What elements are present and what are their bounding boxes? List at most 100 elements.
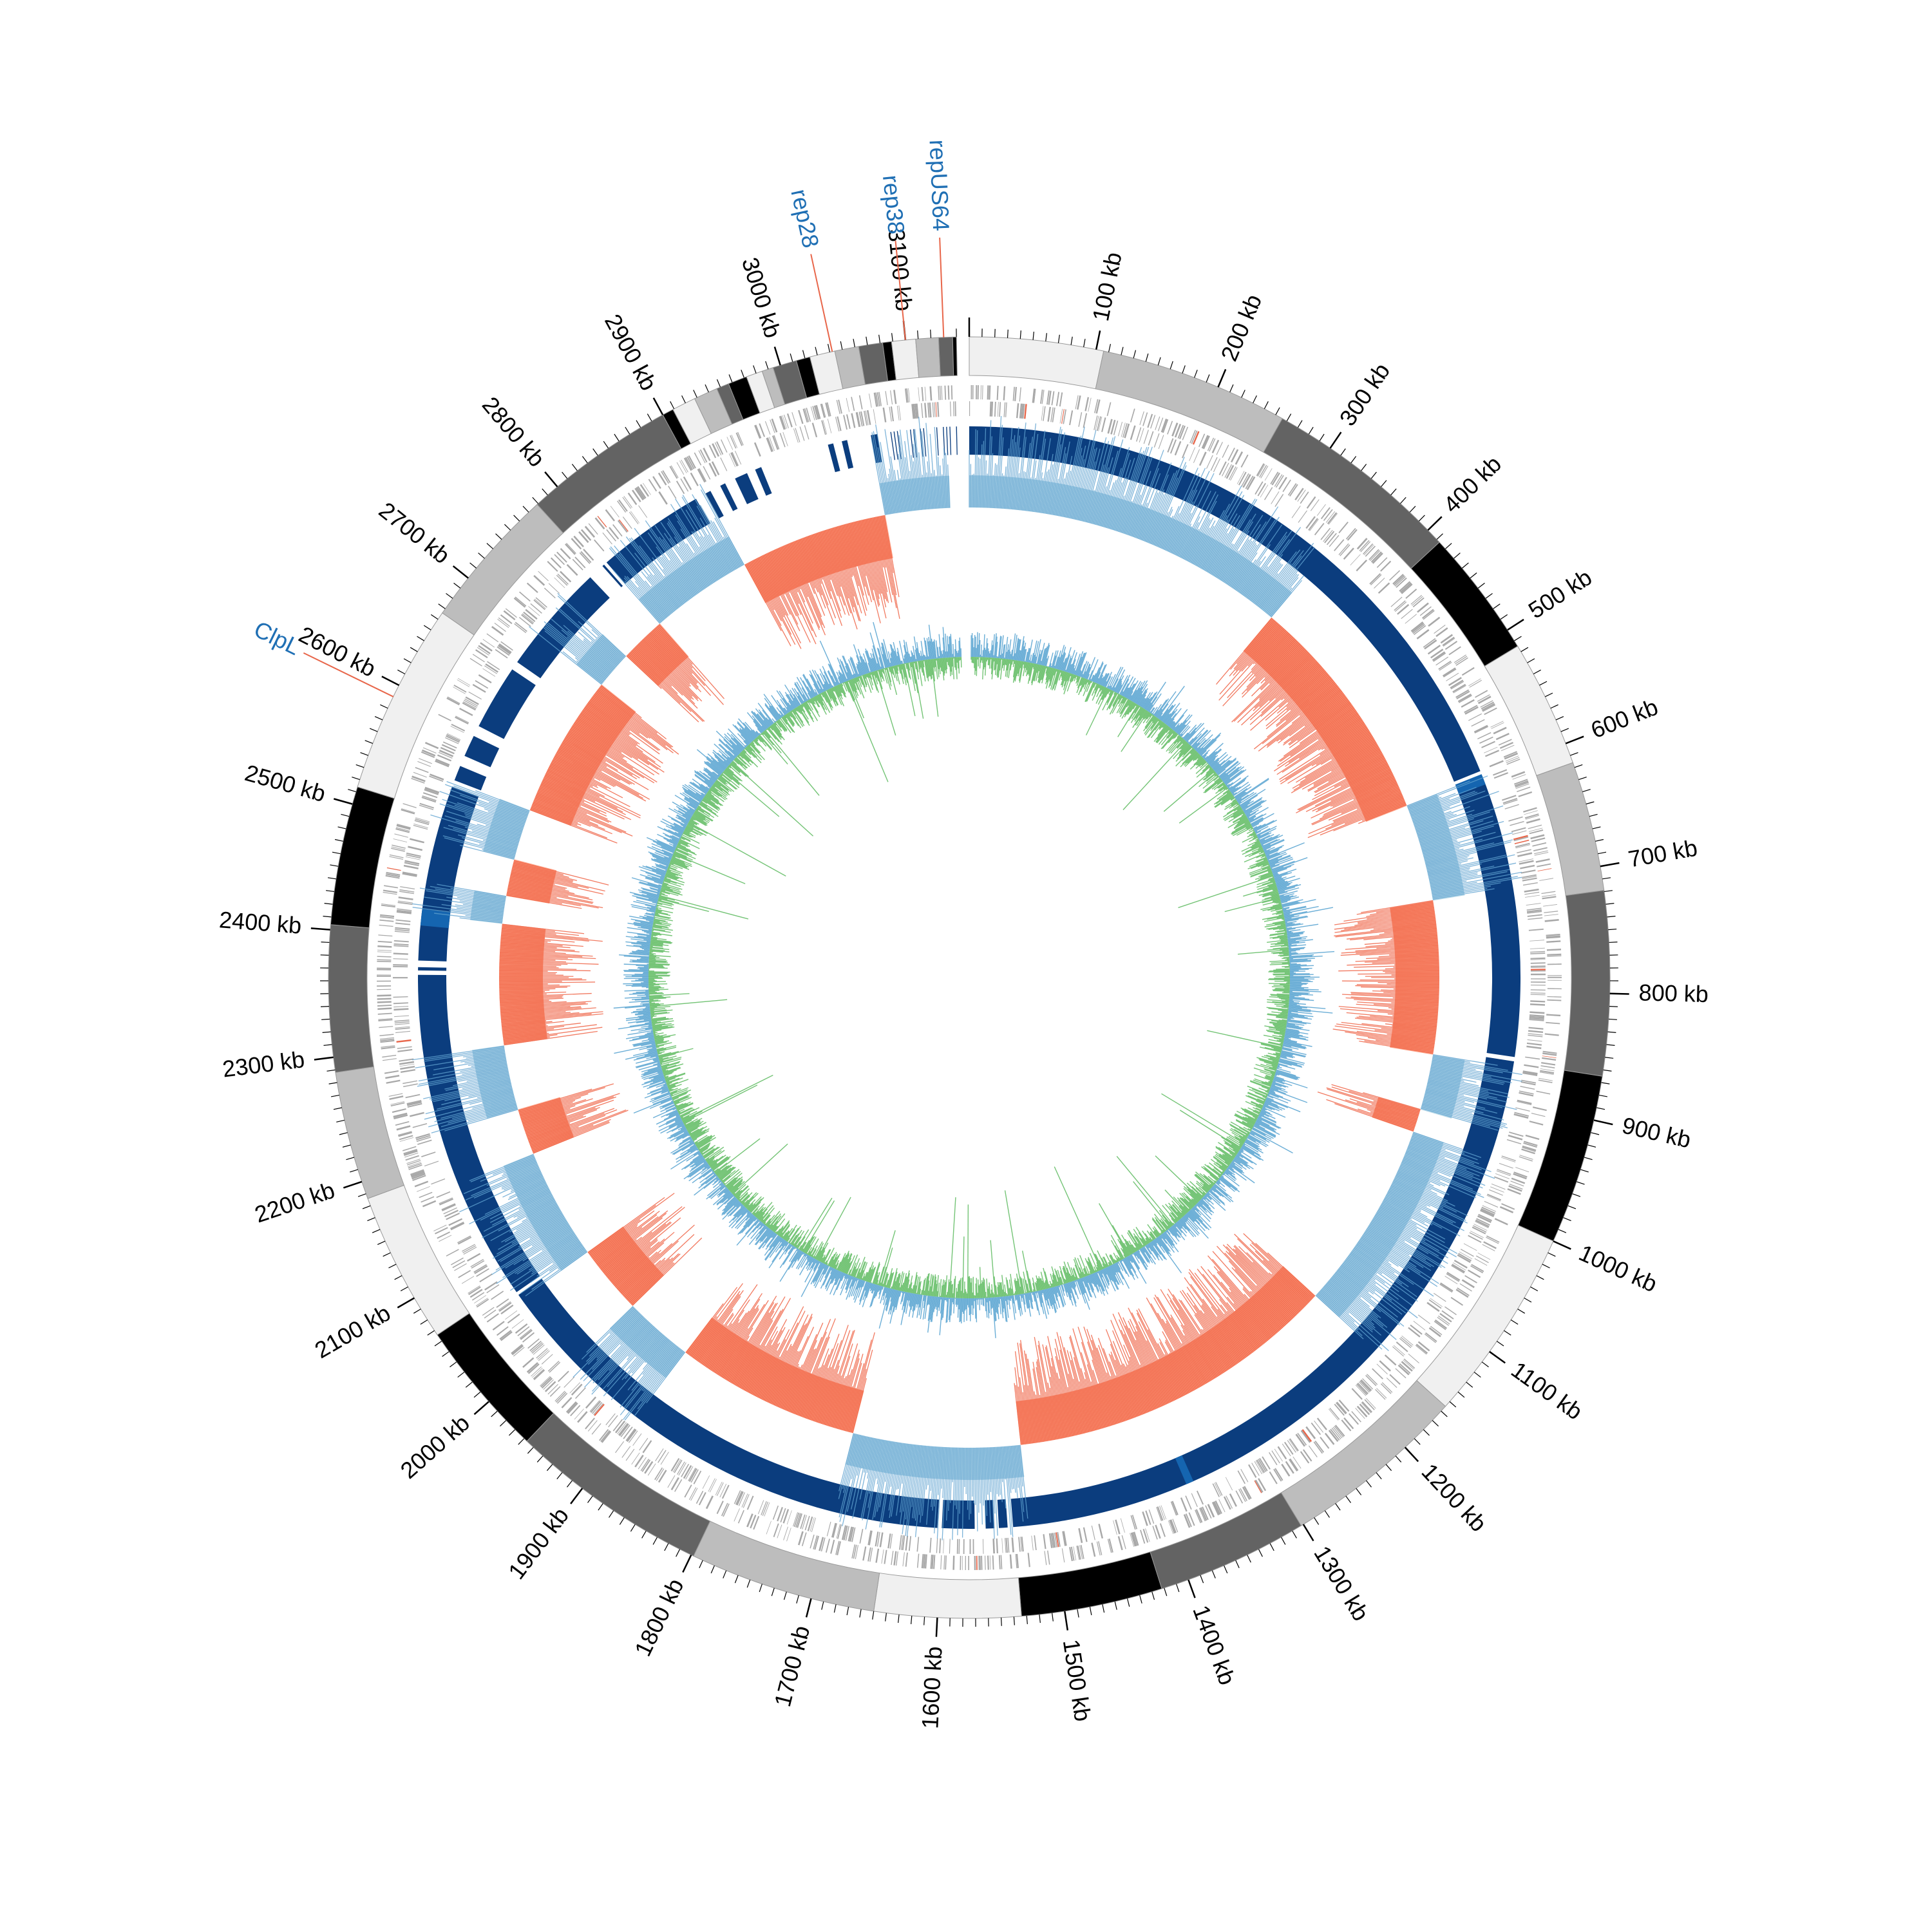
- gene-feature: [1106, 402, 1112, 417]
- tick-label: 100 kb: [1087, 250, 1127, 323]
- gene-feature: [393, 1008, 409, 1011]
- gene-feature: [452, 1260, 466, 1269]
- gene-feature: [389, 856, 404, 860]
- gene-feature: [407, 1162, 422, 1168]
- minor-tick: [1524, 1297, 1532, 1303]
- gene-feature: [1069, 410, 1074, 426]
- gene-feature: [1228, 466, 1236, 480]
- minor-tick: [380, 704, 388, 709]
- gc-skew-spike: [773, 1351, 799, 1406]
- gene-feature: [1542, 1056, 1557, 1059]
- gene-feature: [433, 1224, 447, 1232]
- gc-skew-spike: [499, 981, 562, 983]
- gc-skew-spike: [861, 1436, 869, 1469]
- gc-skew-spike: [899, 1444, 911, 1525]
- gc-skew-spike: [1058, 1359, 1077, 1435]
- gc-skew-spike: [1005, 1446, 1014, 1537]
- gc-skew-spike: [817, 1359, 839, 1423]
- gene-feature: [655, 1448, 664, 1461]
- gc-skew-spike: [1420, 820, 1504, 846]
- gene-feature: [881, 1549, 884, 1564]
- gc-skew-spike: [1260, 647, 1305, 690]
- gene-feature: [541, 1378, 553, 1389]
- gc-skew-spike: [1051, 1366, 1068, 1438]
- gc-skew-spike: [766, 1314, 809, 1402]
- gene-feature: [406, 852, 421, 857]
- gene-feature: [1396, 1341, 1408, 1352]
- gc-skew-spike: [936, 1446, 943, 1539]
- gene-feature: [1091, 1525, 1095, 1540]
- gene-feature: [1524, 813, 1539, 819]
- gene-feature: [1513, 1173, 1527, 1180]
- gene-feature: [1200, 1507, 1208, 1521]
- gc-skew-spike: [1121, 1365, 1142, 1416]
- gene-feature: [1527, 1039, 1542, 1042]
- gene-feature: [402, 871, 417, 876]
- gene-feature: [654, 1467, 663, 1481]
- gc-skew-spike: [978, 459, 981, 508]
- gene-feature: [1152, 1526, 1158, 1540]
- gc-skew-spike: [990, 1447, 995, 1539]
- gc-skew-spike: [1229, 544, 1258, 587]
- gene-feature: [1544, 918, 1559, 922]
- gene-feature: [1483, 1241, 1497, 1249]
- gc-skew-spike: [1379, 928, 1437, 935]
- minor-tick: [1592, 826, 1601, 829]
- gene-feature: [1338, 1399, 1350, 1412]
- gene-feature: [1291, 506, 1301, 518]
- gene-feature: [845, 1526, 849, 1541]
- gc-skew-spike: [1290, 710, 1357, 757]
- gene-feature: [859, 1529, 864, 1544]
- major-tick: [343, 1180, 363, 1189]
- gc-skew-spike: [1166, 1323, 1202, 1387]
- gc-skew-spike: [1431, 882, 1477, 891]
- gc-skew-spike: [1382, 1201, 1429, 1227]
- gene-feature: [565, 544, 576, 555]
- gene-feature: [1130, 1533, 1135, 1547]
- gc-skew-spike: [876, 1439, 885, 1479]
- minor-tick: [1345, 1495, 1351, 1503]
- gc-skew-spike: [1404, 1155, 1483, 1189]
- gene-feature: [531, 1366, 542, 1377]
- gene-feature: [1356, 538, 1368, 550]
- gc-skew-spike: [1389, 952, 1439, 956]
- gc-skew-spike: [865, 1439, 883, 1530]
- gene-feature: [1412, 597, 1425, 608]
- gc-skew-spike: [1123, 1344, 1152, 1412]
- gene-feature: [520, 1329, 533, 1340]
- gc-skew-spike: [1335, 925, 1437, 938]
- gc-skew-spike: [1385, 939, 1438, 945]
- gene-feature: [1430, 1298, 1443, 1307]
- gc-skew-spike: [1258, 550, 1304, 608]
- gene-feature: [556, 1392, 568, 1404]
- gene-feature: [1366, 1374, 1378, 1385]
- gene-feature: [1543, 904, 1558, 907]
- gene-feature: [981, 1555, 983, 1570]
- minor-tick: [1570, 752, 1578, 756]
- gc-skew-spike: [786, 1340, 817, 1412]
- gene-feature: [442, 741, 457, 749]
- gene-feature: [1528, 1033, 1543, 1036]
- gc-skew-spike: [708, 1312, 747, 1370]
- gene-feature: [674, 1459, 683, 1473]
- gene-feature: [1468, 1235, 1482, 1243]
- gene-feature: [1300, 1430, 1311, 1443]
- contig-block: [1455, 776, 1520, 1057]
- gene-feature: [378, 934, 393, 937]
- gene-feature: [1256, 1459, 1265, 1473]
- gene-feature: [1270, 471, 1279, 485]
- gene-feature: [969, 1539, 971, 1554]
- gene-feature: [1209, 438, 1216, 452]
- gc-skew-spike: [1197, 1269, 1260, 1349]
- gene-feature: [1419, 606, 1432, 616]
- gene-feature: [1338, 543, 1349, 555]
- gene-feature: [638, 1457, 647, 1470]
- gene-feature: [1540, 1070, 1555, 1074]
- gc-skew-spike: [1278, 693, 1344, 744]
- gene-feature: [1274, 1448, 1283, 1462]
- gc-skew-spike: [1070, 1359, 1091, 1432]
- gene-feature: [846, 414, 851, 430]
- gene-feature: [379, 924, 393, 927]
- gc-skew-spike: [1080, 1368, 1099, 1430]
- gc-skew-spike: [1318, 712, 1358, 741]
